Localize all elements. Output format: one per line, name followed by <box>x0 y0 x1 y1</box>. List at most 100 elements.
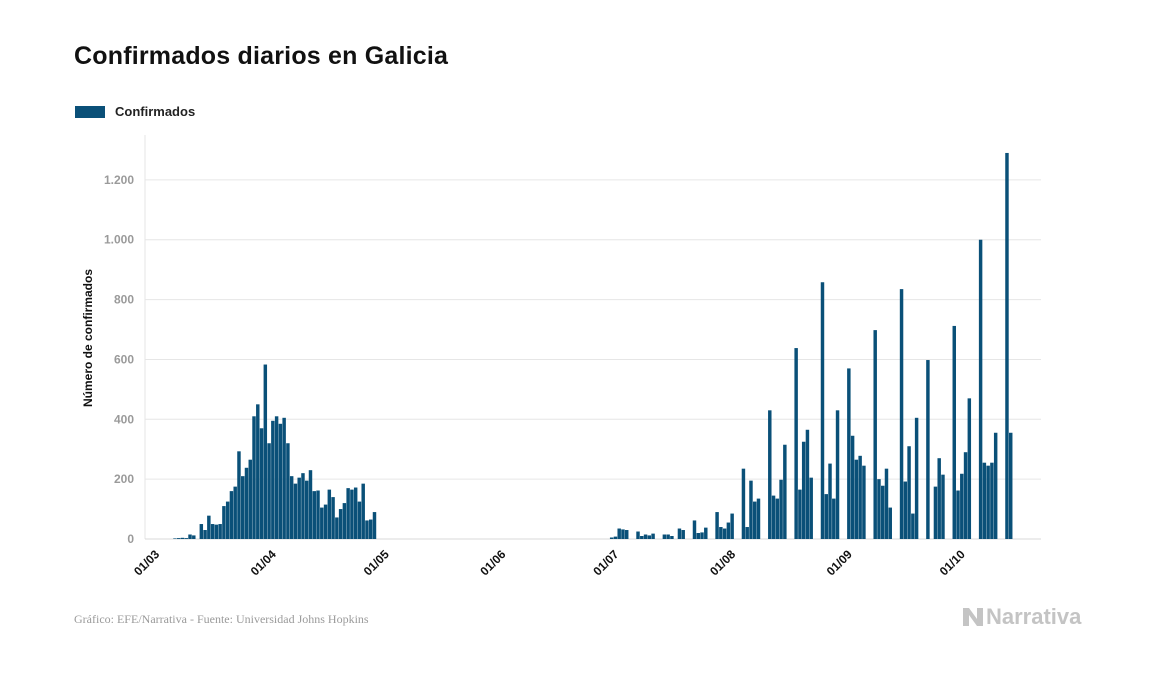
bar <box>963 452 968 539</box>
bar <box>858 455 862 539</box>
bar <box>636 531 640 539</box>
bar <box>771 495 776 539</box>
bar <box>365 520 369 539</box>
bar <box>331 497 335 539</box>
bar <box>779 479 783 539</box>
bar <box>1005 152 1009 539</box>
bar <box>824 494 828 539</box>
bar <box>794 348 798 539</box>
bar <box>801 441 806 539</box>
bar <box>888 507 892 539</box>
bar <box>625 530 629 539</box>
bar <box>229 491 234 539</box>
bar <box>289 476 294 539</box>
bar <box>783 444 787 539</box>
bar <box>274 416 279 539</box>
bar <box>361 483 365 539</box>
legend-swatch <box>75 105 105 118</box>
bar <box>978 239 983 540</box>
bar <box>282 417 286 539</box>
y-tick-label: 400 <box>114 412 134 426</box>
bar <box>210 524 215 539</box>
bar <box>184 538 188 539</box>
bar <box>369 519 373 539</box>
bar <box>248 459 252 539</box>
bar <box>745 527 749 539</box>
bar <box>884 468 889 539</box>
bar <box>271 420 275 539</box>
bar <box>621 529 625 539</box>
bar <box>749 480 753 539</box>
bar <box>914 417 919 539</box>
bar <box>293 483 298 539</box>
x-tick-label: 01/09 <box>824 547 855 578</box>
bar <box>696 533 700 539</box>
bar <box>252 416 256 539</box>
chart-title: Confirmados diarios en Galicia <box>74 42 449 70</box>
source-credit: Gráfico: EFE/Narrativa - Fuente: Univers… <box>74 612 369 626</box>
bar <box>715 512 719 539</box>
bar <box>613 536 618 539</box>
bar <box>259 428 264 539</box>
bar <box>647 535 652 539</box>
x-tick-label: 01/06 <box>477 547 508 578</box>
bar <box>214 524 219 539</box>
bar <box>192 535 196 539</box>
bar <box>911 513 915 539</box>
x-tick-label: 01/10 <box>937 547 968 578</box>
legend-label-confirmados: Confirmados <box>115 104 196 119</box>
y-tick-label: 600 <box>114 352 134 366</box>
bar <box>662 534 667 539</box>
bar <box>967 398 972 539</box>
bar <box>850 435 855 539</box>
y-axis: 0 200 400 600 800 1.000 1.200 <box>104 173 134 546</box>
bar <box>233 486 237 539</box>
brand-logo: Narrativa <box>962 604 1081 630</box>
bar <box>203 530 207 539</box>
bar <box>832 498 836 539</box>
bars <box>173 152 1013 540</box>
bar <box>670 536 674 539</box>
x-tick-label: 01/05 <box>361 547 392 578</box>
bar <box>730 513 734 539</box>
bar <box>199 524 204 539</box>
bar <box>873 330 877 539</box>
bar <box>820 282 825 539</box>
y-tick-label: 1.000 <box>104 233 134 247</box>
bar <box>952 325 956 539</box>
bar <box>263 364 268 539</box>
bar <box>933 486 938 539</box>
x-tick-label: 01/03 <box>131 547 162 578</box>
gridlines <box>144 135 1041 540</box>
bar <box>960 473 964 539</box>
bar <box>617 528 621 539</box>
bar <box>756 498 761 539</box>
x-axis: 01/03 01/04 01/05 01/06 01/07 01/08 01/09 01/10 <box>131 547 968 578</box>
brand-name: Narrativa <box>986 604 1082 629</box>
bar <box>218 524 222 539</box>
bar <box>854 459 859 539</box>
x-tick-label: 01/08 <box>707 547 738 578</box>
bar <box>899 289 904 539</box>
bar <box>207 515 211 539</box>
bar <box>225 501 230 539</box>
bar <box>305 480 309 539</box>
y-tick-label: 800 <box>114 293 134 307</box>
bar <box>700 532 704 539</box>
bar <box>993 432 998 539</box>
bar <box>316 490 320 539</box>
bar <box>835 410 840 539</box>
bar <box>805 429 810 539</box>
x-tick-label: 01/04 <box>248 547 279 578</box>
bar <box>651 533 655 539</box>
bar <box>726 522 731 539</box>
bar <box>342 503 347 539</box>
bar <box>768 410 772 539</box>
bar <box>640 536 644 539</box>
bar <box>278 423 283 539</box>
bar <box>222 506 226 539</box>
bar <box>357 501 362 539</box>
bar <box>704 527 708 539</box>
bar <box>301 473 305 539</box>
bar <box>177 538 181 539</box>
